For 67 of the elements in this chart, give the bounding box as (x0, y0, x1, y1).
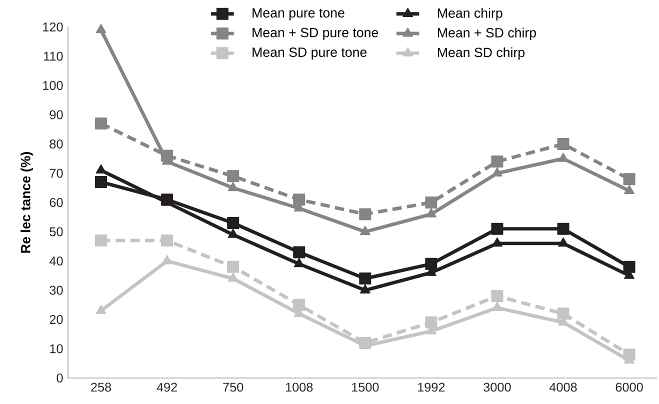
y-tick-label: 40 (49, 256, 63, 266)
point (96, 164, 106, 174)
point (491, 290, 504, 302)
point (294, 258, 304, 268)
x-tick-label: 1008 (286, 382, 313, 392)
point (228, 272, 238, 282)
legend-label: Mean + SD pure tone (252, 28, 378, 40)
point (293, 246, 306, 258)
point (624, 184, 635, 194)
point (228, 228, 238, 238)
point (360, 226, 370, 235)
point (491, 156, 504, 168)
legend-label: Mean SD chirp (438, 47, 525, 60)
x-tick-label: 258 (91, 382, 112, 392)
point (95, 176, 108, 188)
point (359, 208, 372, 220)
point (557, 222, 570, 235)
legend-label: Mean + SD chirp (438, 28, 536, 40)
point (359, 272, 372, 285)
point (425, 196, 438, 208)
legend-label: Mean pure tone (252, 8, 344, 20)
point (227, 260, 240, 273)
y-tick-label: 0 (56, 374, 63, 382)
x-tick-label: 4008 (549, 382, 577, 392)
x-tick-label: 1500 (352, 382, 379, 392)
x-tick-label: 3000 (484, 382, 511, 392)
point (623, 260, 636, 273)
y-tick-label: 60 (50, 198, 63, 207)
point (557, 308, 570, 320)
legend-label: Mean SD pure tone (252, 48, 367, 60)
y-tick-label: 70 (50, 168, 63, 178)
point (227, 170, 240, 182)
x-tick-label: 492 (156, 382, 177, 392)
x-tick-label: 6000 (616, 382, 643, 392)
y-tick-label: 20 (50, 315, 63, 324)
point (228, 182, 238, 192)
point (95, 234, 108, 247)
point (558, 237, 568, 247)
point (558, 152, 568, 162)
point (425, 316, 438, 328)
y-tick-label: 100 (43, 81, 63, 90)
y-tick-label: 30 (50, 286, 63, 295)
point (95, 118, 108, 130)
y-axis-title: Re lec tance (%) (20, 152, 33, 253)
point (491, 222, 504, 235)
y-tick-label: 50 (50, 227, 63, 236)
x-tick-label: 1992 (418, 382, 445, 392)
y-tick-label: 90 (50, 110, 63, 120)
point (360, 284, 370, 294)
point (623, 173, 636, 186)
y-tick-label: 80 (50, 140, 63, 148)
y-tick-label: 120 (43, 22, 63, 32)
point (96, 24, 106, 34)
point (557, 138, 570, 150)
point (161, 234, 174, 247)
y-tick-label: 110 (44, 52, 63, 61)
point (293, 194, 306, 206)
point (492, 167, 502, 176)
legend-label: Mean chirp (438, 8, 502, 20)
y-tick-label: 10 (50, 344, 63, 354)
x-tick-label: 750 (223, 382, 244, 392)
point (426, 208, 436, 218)
point (96, 304, 106, 314)
point (425, 258, 438, 270)
point (227, 216, 240, 229)
point (293, 298, 306, 311)
point (162, 255, 172, 264)
